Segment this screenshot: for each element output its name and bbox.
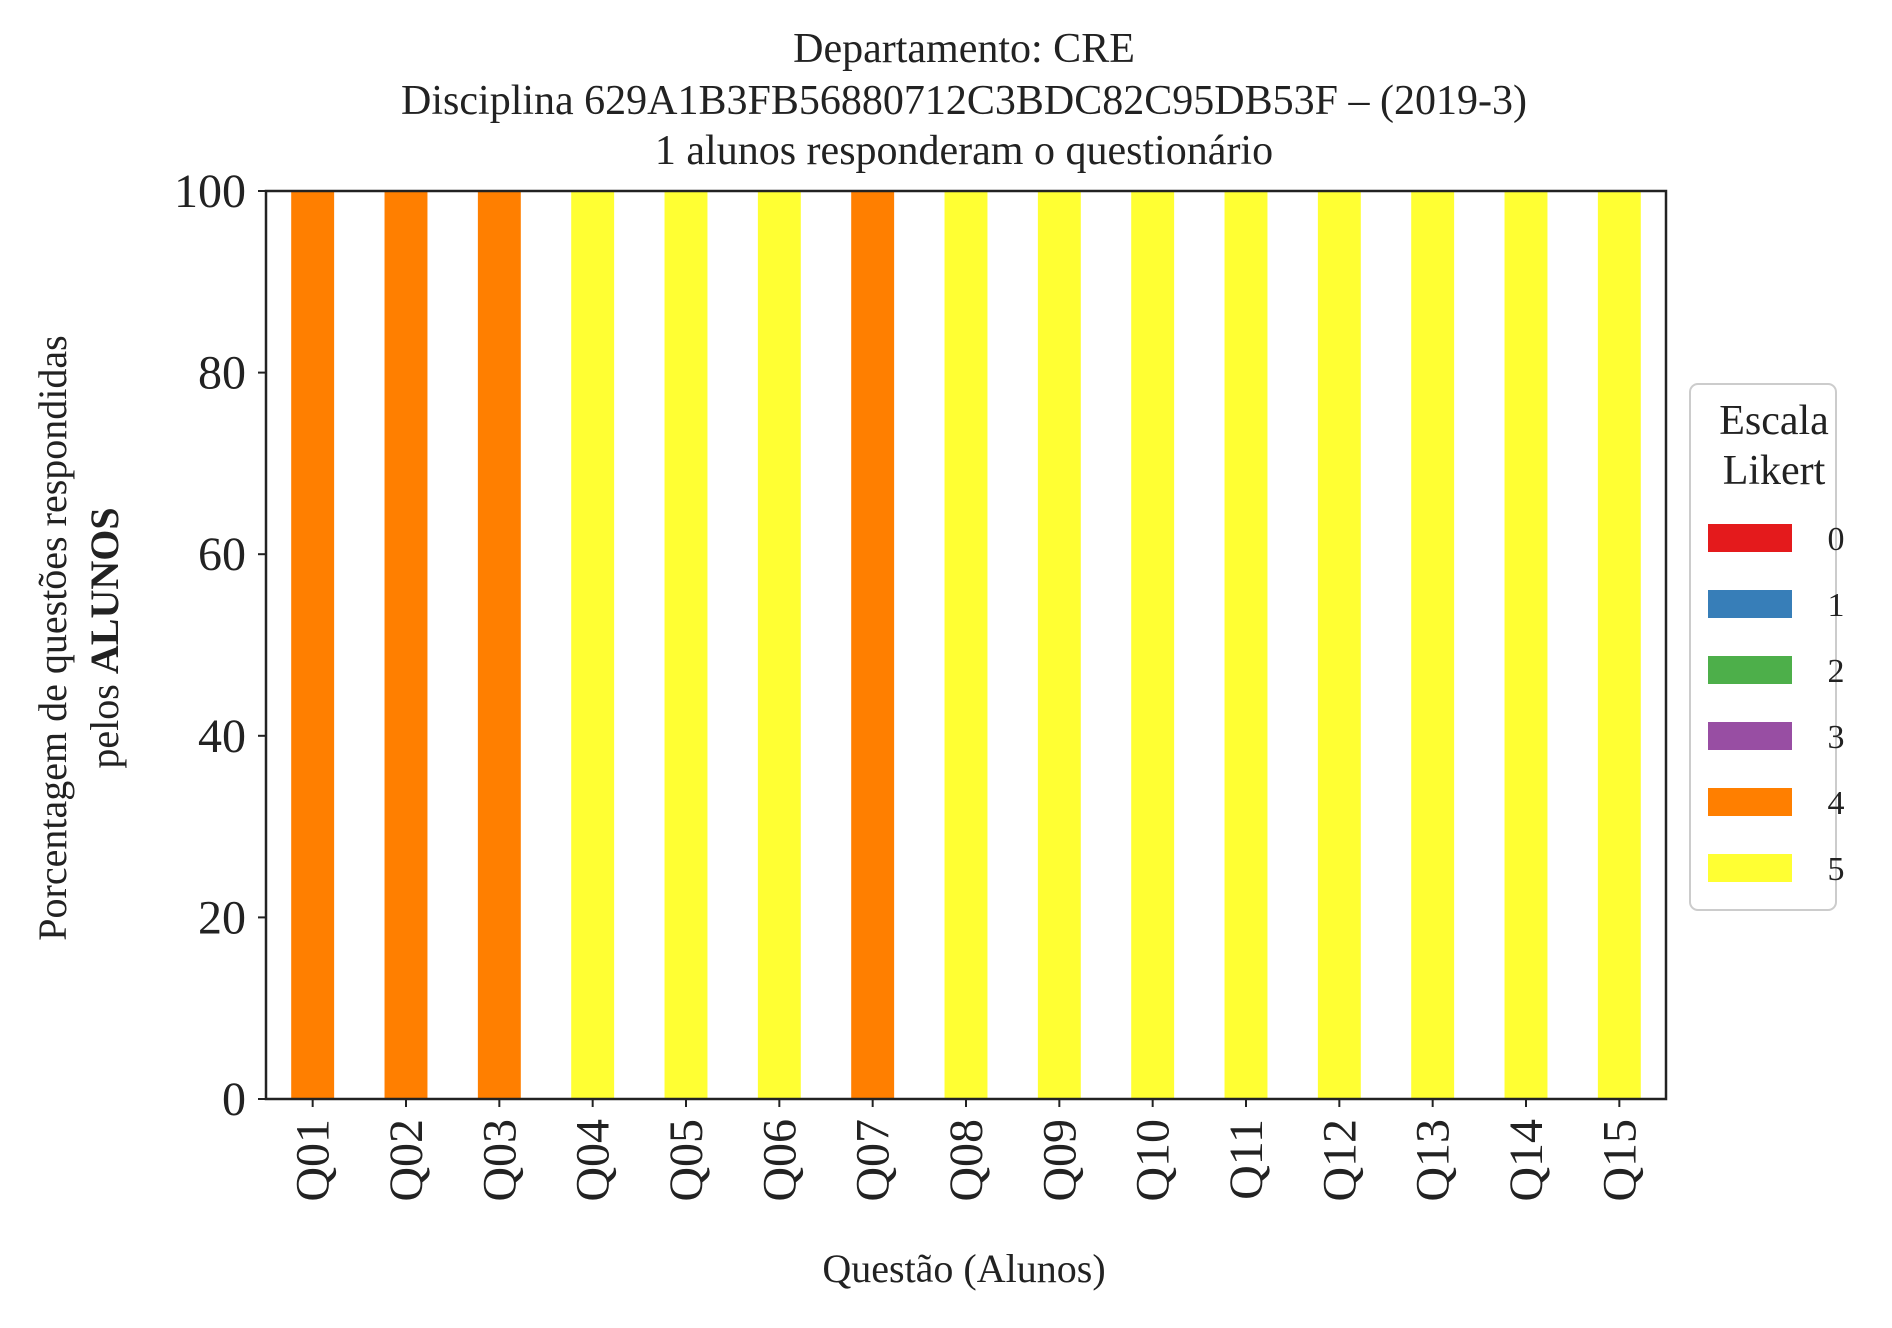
x-tick-label-Q05: Q05 (660, 1119, 713, 1202)
bar-Q08-likert-5 (944, 191, 988, 1099)
legend-swatch-3 (1708, 722, 1792, 750)
x-tick-label-Q04: Q04 (567, 1119, 620, 1202)
legend-label-2: 2 (1828, 653, 1845, 690)
legend-frame (1689, 383, 1837, 911)
legend-swatch-5 (1708, 854, 1792, 882)
y-tick-label-100: 100 (174, 165, 246, 218)
x-tick-label-Q08: Q08 (940, 1119, 993, 1202)
bar-Q07-likert-4 (851, 191, 895, 1099)
y-axis-label-line-1: Porcentagem de questões respondidas (30, 335, 75, 940)
y-tick-label-0: 0 (222, 1073, 246, 1126)
y-axis-label: Porcentagem de questões respondidas pelo… (30, 335, 127, 940)
title-line-1: Departamento: CRE (793, 26, 1135, 72)
y-tick-label-40: 40 (198, 710, 246, 763)
bar-Q14-likert-5 (1504, 191, 1548, 1099)
x-tick-label-Q13: Q13 (1407, 1119, 1460, 1202)
y-axis-label-line-2: pelos ALUNOS (82, 507, 127, 768)
legend-label-5: 5 (1828, 851, 1845, 888)
title-line-2: Disciplina 629A1B3FB56880712C3BDC82C95DB… (401, 78, 1527, 124)
x-tick-label-Q07: Q07 (847, 1119, 900, 1202)
legend-label-4: 4 (1828, 785, 1845, 822)
bar-Q15-likert-5 (1597, 191, 1641, 1099)
bar-Q01-likert-4 (291, 191, 335, 1099)
bar-Q05-likert-5 (664, 191, 708, 1099)
x-tick-label-Q11: Q11 (1220, 1119, 1273, 1200)
legend-entries: 0 1 2 3 4 5 (1708, 521, 1845, 888)
legend: Escala Likert 0 1 2 3 4 5 (1689, 383, 1845, 911)
legend-label-3: 3 (1828, 719, 1845, 756)
bar-Q13-likert-5 (1411, 191, 1455, 1099)
bar-Q04-likert-5 (571, 191, 615, 1099)
x-axis-label: Questão (Alunos) (822, 1246, 1105, 1291)
legend-label-0: 0 (1828, 521, 1845, 558)
chart-title: Departamento: CRE Disciplina 629A1B3FB56… (401, 26, 1527, 174)
legend-swatch-0 (1708, 524, 1792, 552)
bar-Q10-likert-5 (1131, 191, 1175, 1099)
y-axis: 0 20 40 60 80 100 (174, 165, 266, 1126)
legend-title-line-2: Likert (1723, 448, 1826, 494)
x-tick-label-Q10: Q10 (1127, 1119, 1180, 1202)
x-tick-label-Q15: Q15 (1593, 1119, 1646, 1202)
legend-title-line-1: Escala (1719, 398, 1829, 444)
x-tick-label-Q14: Q14 (1500, 1119, 1553, 1202)
legend-swatch-4 (1708, 788, 1792, 816)
x-tick-label-Q09: Q09 (1033, 1119, 1086, 1202)
bar-Q12-likert-5 (1317, 191, 1361, 1099)
x-tick-label-Q03: Q03 (473, 1119, 526, 1202)
x-tick-label-Q06: Q06 (753, 1119, 806, 1202)
bar-Q02-likert-4 (384, 191, 428, 1099)
y-tick-label-80: 80 (198, 347, 246, 400)
x-axis: Q01 Q02 Q03 Q04 Q05 Q06 Q07 Q08 Q09 Q10 Q11 Q12 Q13 Q… (287, 1099, 1646, 1202)
bar-Q11-likert-5 (1224, 191, 1268, 1099)
plot-area (264, 189, 1668, 1101)
title-line-3: 1 alunos responderam o questionário (655, 128, 1273, 174)
legend-swatch-2 (1708, 656, 1792, 684)
x-tick-label-Q12: Q12 (1313, 1119, 1366, 1202)
x-tick-label-Q02: Q02 (380, 1119, 433, 1202)
bar-Q09-likert-5 (1037, 191, 1081, 1099)
legend-label-1: 1 (1828, 587, 1845, 624)
y-tick-label-60: 60 (198, 528, 246, 581)
bar-Q03-likert-4 (477, 191, 521, 1099)
x-tick-label-Q01: Q01 (287, 1119, 340, 1202)
bar-Q06-likert-5 (757, 191, 801, 1099)
legend-swatch-1 (1708, 590, 1792, 618)
y-tick-label-20: 20 (198, 891, 246, 944)
